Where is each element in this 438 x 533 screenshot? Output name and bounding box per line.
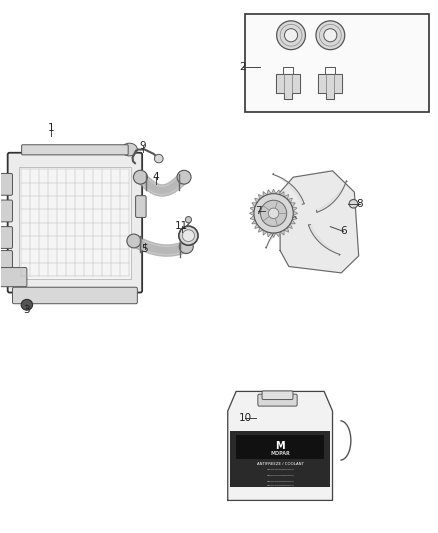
Polygon shape [252,203,257,207]
Text: 7: 7 [255,206,261,216]
Polygon shape [258,227,263,232]
Polygon shape [276,232,280,237]
Bar [230,431,330,487]
Polygon shape [250,211,254,215]
Polygon shape [276,74,300,99]
Polygon shape [265,216,296,248]
FancyBboxPatch shape [262,391,293,400]
Polygon shape [263,192,267,197]
FancyBboxPatch shape [12,287,138,304]
Text: ─────────────: ───────────── [266,474,294,479]
Polygon shape [250,207,255,211]
Polygon shape [308,224,340,255]
Polygon shape [284,227,289,232]
Text: 10: 10 [239,413,252,423]
Polygon shape [267,232,272,237]
Text: 2: 2 [240,62,246,72]
Polygon shape [272,174,304,204]
Ellipse shape [254,193,293,233]
Ellipse shape [316,21,345,50]
Polygon shape [267,190,272,195]
Polygon shape [255,224,260,228]
Ellipse shape [324,29,337,42]
Polygon shape [272,233,276,237]
Text: 1: 1 [48,123,54,133]
Text: ANTIFREEZE / COOLANT: ANTIFREEZE / COOLANT [257,463,304,466]
Ellipse shape [21,300,32,310]
Polygon shape [280,171,359,273]
Text: 4: 4 [152,172,159,182]
Ellipse shape [179,240,193,254]
Text: 11: 11 [175,221,188,231]
Ellipse shape [277,21,305,50]
FancyBboxPatch shape [0,268,27,287]
Text: ─────────────: ───────────── [266,480,294,484]
Polygon shape [250,215,255,220]
FancyBboxPatch shape [21,145,128,155]
Ellipse shape [134,170,148,184]
Polygon shape [293,211,297,215]
Polygon shape [318,74,342,99]
FancyBboxPatch shape [0,200,12,222]
Text: M: M [276,441,285,451]
Polygon shape [280,192,284,197]
Ellipse shape [127,234,141,248]
Polygon shape [290,220,295,224]
Ellipse shape [185,216,191,223]
Polygon shape [258,195,263,199]
Polygon shape [252,220,257,224]
FancyBboxPatch shape [258,394,297,406]
Text: MOPAR: MOPAR [270,451,290,456]
Ellipse shape [261,200,287,227]
Bar [245,14,428,112]
Polygon shape [255,198,260,203]
Text: 5: 5 [141,245,148,254]
FancyBboxPatch shape [0,251,12,272]
Polygon shape [276,190,280,195]
Ellipse shape [268,208,279,219]
Polygon shape [263,230,267,235]
Ellipse shape [285,29,297,42]
Polygon shape [228,391,332,500]
Polygon shape [287,224,292,228]
Polygon shape [292,207,297,211]
Polygon shape [272,189,276,194]
FancyBboxPatch shape [8,153,142,293]
Polygon shape [292,215,297,220]
FancyBboxPatch shape [136,196,146,217]
FancyBboxPatch shape [0,173,12,195]
Ellipse shape [179,226,198,245]
Ellipse shape [154,155,163,163]
Polygon shape [280,230,284,235]
Bar [19,166,131,279]
Polygon shape [317,181,347,212]
Ellipse shape [177,170,191,184]
Ellipse shape [122,143,138,156]
FancyBboxPatch shape [0,227,12,248]
Text: 6: 6 [340,227,347,237]
Text: ─────────────: ───────────── [266,468,294,472]
Polygon shape [290,203,295,207]
Ellipse shape [349,199,358,208]
Text: 9: 9 [139,141,146,151]
Bar [237,435,324,459]
Text: ─────────────: ───────────── [266,484,294,488]
Text: 3: 3 [23,305,29,315]
Text: 8: 8 [356,199,363,209]
Polygon shape [287,198,292,203]
Polygon shape [284,195,289,199]
Ellipse shape [182,230,194,241]
